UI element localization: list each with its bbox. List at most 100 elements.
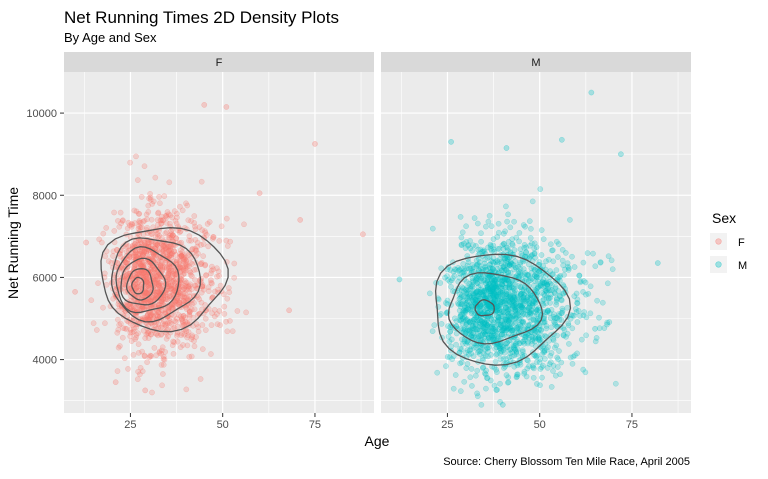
data-point [187, 272, 194, 278]
data-point [542, 282, 549, 289]
data-point [478, 401, 485, 408]
data-point [124, 264, 131, 271]
data-point [153, 330, 159, 337]
data-point [182, 314, 189, 321]
data-point [136, 269, 143, 276]
data-point [189, 261, 195, 267]
data-point [450, 385, 457, 392]
data-point [158, 298, 165, 305]
data-point [580, 259, 587, 266]
data-point [490, 330, 496, 337]
data-point [162, 245, 169, 252]
data-point [149, 264, 155, 271]
data-point [465, 302, 472, 309]
data-point [538, 252, 545, 258]
data-point [546, 337, 552, 344]
data-point [180, 271, 187, 278]
data-point [123, 259, 130, 266]
data-point [479, 365, 486, 371]
data-point [592, 325, 598, 332]
data-point [143, 275, 150, 282]
data-point [483, 292, 489, 299]
data-point [530, 362, 536, 369]
data-point [161, 193, 168, 199]
data-point [137, 224, 144, 231]
data-point [156, 194, 162, 200]
data-point [183, 200, 189, 207]
data-point [463, 223, 469, 230]
data-point [518, 296, 525, 303]
data-point [154, 276, 161, 283]
data-point [160, 242, 167, 249]
data-point [537, 382, 543, 389]
data-point [495, 314, 502, 320]
data-point [145, 330, 152, 337]
data-point [460, 240, 467, 247]
data-point [206, 219, 213, 225]
x-tick-label: 25 [441, 419, 453, 431]
data-point [202, 228, 208, 235]
data-point [473, 314, 479, 320]
data-point [145, 285, 152, 292]
data-point [499, 267, 506, 273]
data-point [535, 278, 541, 285]
data-point [149, 231, 155, 237]
data-point [477, 286, 484, 293]
data-point [134, 280, 141, 287]
data-point [183, 386, 190, 393]
data-point [163, 335, 170, 342]
data-point [159, 382, 165, 389]
data-point [127, 329, 134, 336]
data-point [137, 219, 144, 226]
data-point [518, 250, 525, 257]
data-point [522, 271, 528, 278]
legend-swatch [715, 261, 722, 268]
data-point [575, 308, 582, 314]
data-point [83, 239, 89, 246]
data-point [145, 311, 151, 318]
data-point [148, 331, 155, 338]
data-point [509, 241, 516, 247]
data-point [142, 387, 149, 394]
data-point [204, 221, 211, 227]
data-point [179, 207, 186, 214]
data-point [217, 282, 224, 289]
data-point [507, 346, 514, 353]
data-point [529, 240, 535, 247]
data-point [129, 221, 136, 228]
data-point [169, 305, 176, 311]
data-point [202, 315, 209, 322]
data-point [499, 401, 506, 408]
data-point [502, 344, 509, 351]
data-point [286, 307, 292, 314]
legend: Sex FM [710, 210, 747, 273]
data-point [502, 228, 508, 235]
data-point [217, 322, 223, 328]
data-point [145, 335, 152, 341]
data-point [492, 325, 499, 332]
data-point [168, 285, 175, 292]
data-point [186, 311, 193, 318]
data-point [146, 195, 152, 202]
data-point [160, 356, 167, 362]
data-point [191, 267, 198, 273]
data-point [155, 309, 162, 315]
data-point [153, 272, 159, 279]
data-point [185, 217, 192, 224]
data-point [493, 284, 500, 291]
data-point [538, 327, 544, 334]
data-point [144, 216, 150, 223]
data-point [146, 354, 153, 360]
data-point [114, 329, 121, 336]
data-point [193, 252, 199, 259]
data-point [537, 282, 544, 289]
data-point [193, 334, 199, 340]
data-point [176, 253, 183, 260]
data-point [214, 311, 220, 317]
data-point [132, 304, 139, 311]
data-point [159, 246, 165, 253]
data-point [165, 333, 171, 340]
data-point [577, 278, 584, 285]
data-point [490, 292, 497, 299]
data-point [191, 343, 198, 350]
